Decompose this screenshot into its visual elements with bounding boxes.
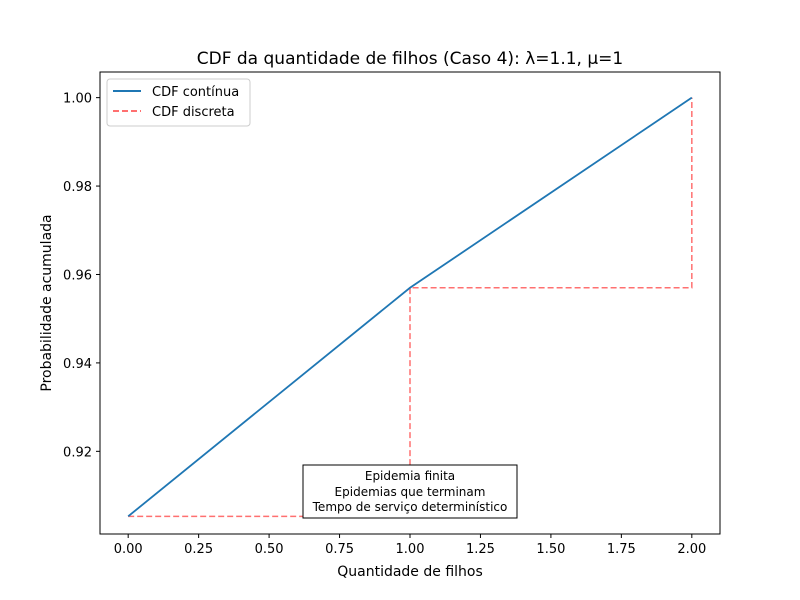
y-axis-label: Probabilidade acumulada [39,214,55,391]
x-tick-label: 0.75 [325,542,354,557]
x-tick-label: 1.50 [536,542,565,557]
x-tick-label: 0.50 [255,542,284,557]
y-tick-label: 0.94 [63,357,92,372]
annotation-line-3: Tempo de serviço determinístico [312,500,508,514]
y-axis: 0.92 0.94 0.96 0.98 1.00 [63,92,100,460]
x-tick-label: 1.75 [607,542,636,557]
legend-label-discrete: CDF discreta [152,105,235,120]
annotation-line-1: Epidemia finita [365,469,455,483]
x-tick-label: 1.00 [396,542,425,557]
y-tick-label: 0.92 [63,445,92,460]
chart-title: CDF da quantidade de filhos (Caso 4): λ=… [197,49,623,69]
legend-box [106,78,251,127]
x-axis-label: Quantidade de filhos [337,564,483,580]
x-axis: 0.00 0.25 0.50 0.75 1.00 1.25 1.50 1.75 2.00 [114,534,706,557]
y-tick-label: 0.96 [63,268,92,283]
y-tick-label: 0.98 [63,180,92,195]
series-continuous-cdf [127,96,693,518]
annotation-frame [302,464,518,519]
series-layer [127,96,693,518]
x-tick-label: 2.00 [677,542,706,557]
x-tick-label: 0.00 [114,542,143,557]
legend-label-continuous: CDF contínua [152,85,239,100]
y-tick-label: 1.00 [63,92,92,107]
plot-area [99,71,721,535]
annotation-box: Epidemia finita Epidemias que terminam T… [302,464,518,519]
annotation-line-2: Epidemias que terminam [335,485,486,499]
legend: CDF contínua CDF discreta [106,78,251,127]
series-discrete-cdf [128,97,693,518]
x-tick-label: 1.25 [466,542,495,557]
x-tick-label: 0.25 [184,542,213,557]
